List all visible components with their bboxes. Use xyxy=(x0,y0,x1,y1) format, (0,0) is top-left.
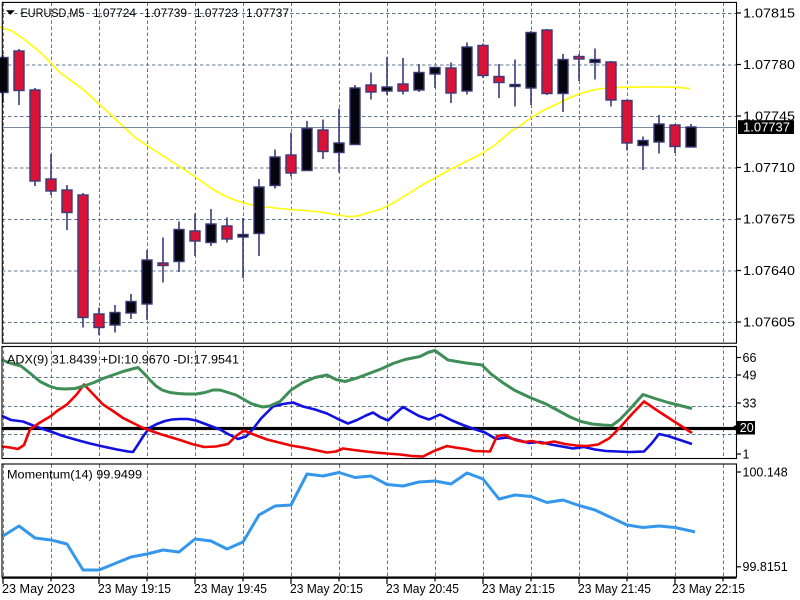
svg-text:1.07605: 1.07605 xyxy=(743,315,795,329)
svg-text:1.07640: 1.07640 xyxy=(743,264,795,278)
svg-text:23 May 20:15: 23 May 20:15 xyxy=(290,582,363,596)
svg-text:1.07780: 1.07780 xyxy=(743,58,795,72)
svg-text:1.07675: 1.07675 xyxy=(743,212,795,226)
svg-text:23 May 21:45: 23 May 21:45 xyxy=(578,582,651,596)
svg-text:23 May 2023: 23 May 2023 xyxy=(2,582,75,596)
svg-text:99.8151: 99.8151 xyxy=(743,560,788,574)
svg-text:66: 66 xyxy=(743,351,757,365)
svg-text:1.07737: 1.07737 xyxy=(743,121,790,135)
svg-text:49: 49 xyxy=(743,368,757,382)
svg-text:1.07737: 1.07737 xyxy=(246,6,289,20)
svg-text:100.148: 100.148 xyxy=(743,465,788,479)
svg-text:EURUSD,M5: EURUSD,M5 xyxy=(21,6,85,20)
svg-text:1: 1 xyxy=(743,447,750,461)
svg-text:20: 20 xyxy=(740,421,754,435)
svg-text:1.07723: 1.07723 xyxy=(195,6,238,20)
svg-text:23 May 22:15: 23 May 22:15 xyxy=(672,582,745,596)
svg-text:1.07724: 1.07724 xyxy=(93,6,136,20)
svg-text:23 May 21:15: 23 May 21:15 xyxy=(482,582,555,596)
svg-text:23 May 20:45: 23 May 20:45 xyxy=(386,582,459,596)
svg-text:1.07745: 1.07745 xyxy=(743,109,795,123)
svg-text:ADX(9) 31.8439 +DI:10.9670 -DI: ADX(9) 31.8439 +DI:10.9670 -DI:17.9541 xyxy=(7,353,239,367)
svg-text:33: 33 xyxy=(743,396,757,410)
svg-text:1.07710: 1.07710 xyxy=(743,161,795,175)
svg-text:23 May 19:15: 23 May 19:15 xyxy=(98,582,171,596)
svg-text:1.07815: 1.07815 xyxy=(743,6,795,20)
svg-text:23 May 19:45: 23 May 19:45 xyxy=(194,582,267,596)
svg-text:Momentum(14) 99.9499: Momentum(14) 99.9499 xyxy=(7,468,142,482)
svg-text:1.07739: 1.07739 xyxy=(144,6,187,20)
